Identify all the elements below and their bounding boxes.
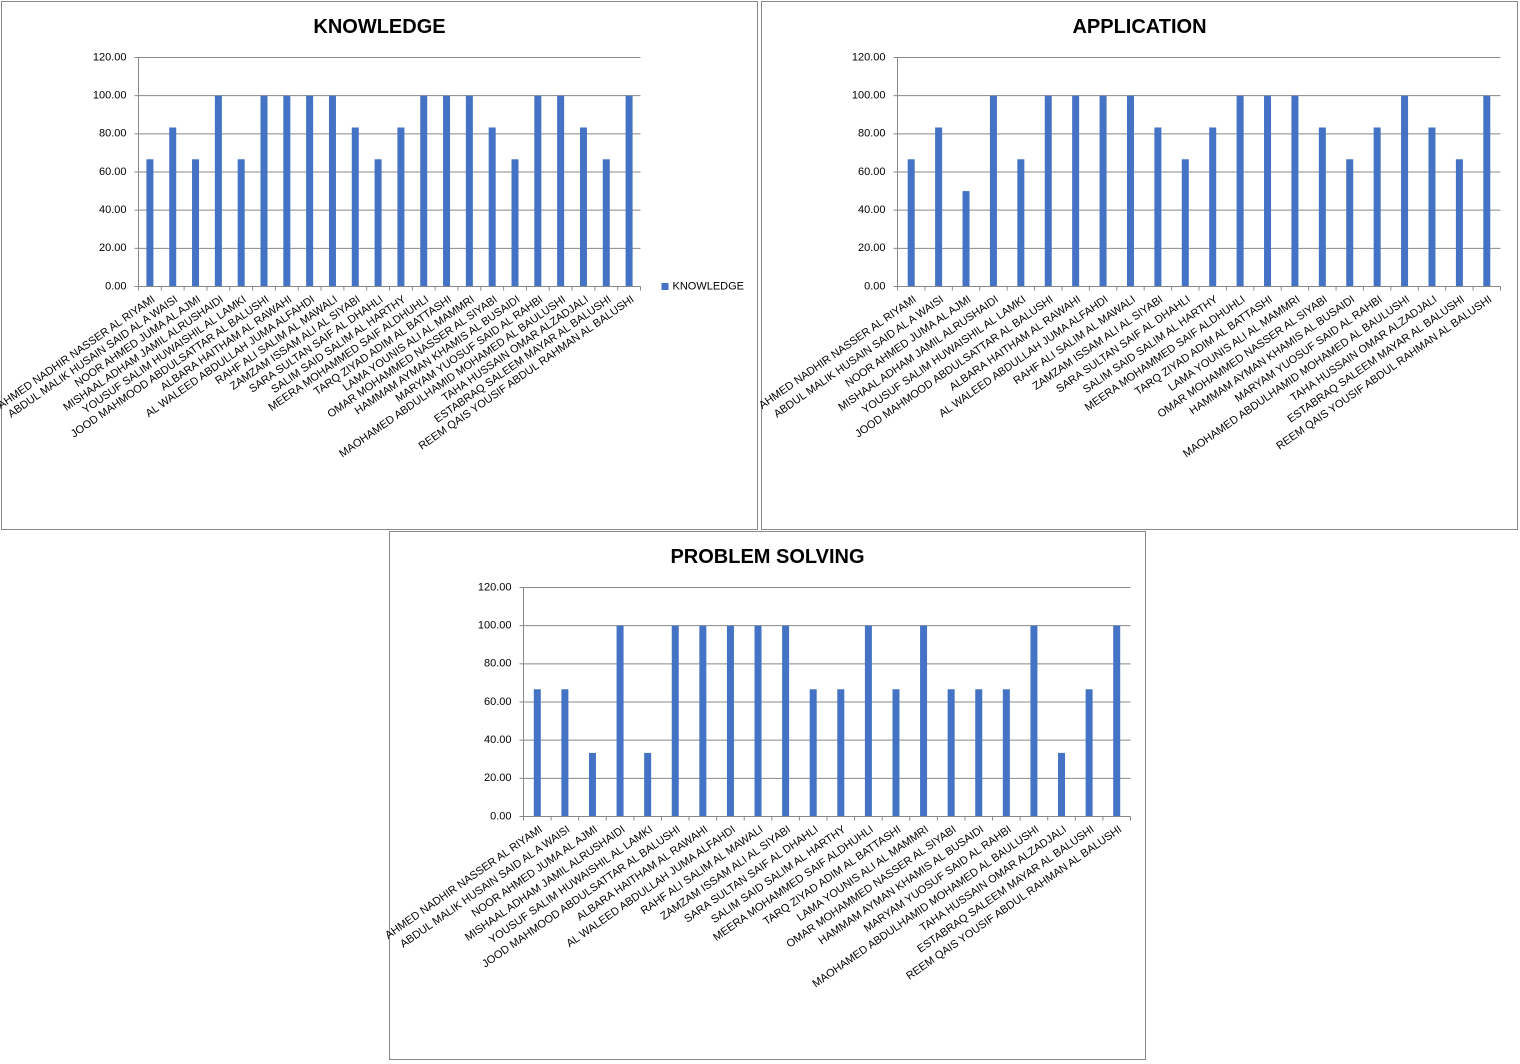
chart-title: APPLICATION xyxy=(1072,16,1206,38)
bar xyxy=(214,95,222,287)
bar xyxy=(511,159,519,287)
bar xyxy=(1318,127,1326,287)
bar xyxy=(1030,625,1038,817)
bar xyxy=(1002,689,1010,817)
bar xyxy=(1236,95,1244,287)
bar xyxy=(989,95,997,287)
legend-swatch xyxy=(661,283,669,290)
bar xyxy=(1154,127,1162,287)
bar xyxy=(588,752,596,817)
bar xyxy=(488,127,496,287)
bar xyxy=(169,127,177,287)
chart-frame xyxy=(389,531,1146,1060)
bar xyxy=(782,625,790,817)
y-tick-label: 20.00 xyxy=(484,772,512,784)
bar xyxy=(1126,95,1134,287)
bar xyxy=(533,689,541,817)
bar xyxy=(671,625,679,817)
y-tick-label: 100.00 xyxy=(93,90,127,102)
bar xyxy=(1401,95,1409,287)
y-tick-label: 120.00 xyxy=(93,51,127,63)
bar xyxy=(306,95,314,287)
bar xyxy=(1072,95,1080,287)
bar xyxy=(465,95,473,287)
bar xyxy=(726,625,734,817)
chart-frame xyxy=(761,1,1518,530)
bar xyxy=(397,127,405,287)
bar xyxy=(328,95,336,287)
y-tick-label: 100.00 xyxy=(478,620,512,632)
bar xyxy=(443,95,451,287)
bar xyxy=(644,752,652,817)
y-tick-label: 40.00 xyxy=(858,204,886,216)
y-tick-label: 0.00 xyxy=(490,810,511,822)
bar xyxy=(192,159,200,287)
bar xyxy=(1455,159,1463,287)
bar xyxy=(351,127,359,287)
y-tick-label: 60.00 xyxy=(484,696,512,708)
bar xyxy=(1181,159,1189,287)
bar xyxy=(602,159,610,287)
bar xyxy=(146,159,154,287)
bar xyxy=(534,95,542,287)
y-tick-label: 80.00 xyxy=(484,658,512,670)
bar xyxy=(699,625,707,817)
bar xyxy=(579,127,587,287)
y-tick-label: 60.00 xyxy=(858,166,886,178)
y-tick-label: 120.00 xyxy=(478,581,512,593)
bar xyxy=(1346,159,1354,287)
y-tick-label: 40.00 xyxy=(99,204,127,216)
y-tick-label: 20.00 xyxy=(99,242,127,254)
y-tick-label: 100.00 xyxy=(852,90,886,102)
bar xyxy=(935,127,943,287)
bar xyxy=(1428,127,1436,287)
bar xyxy=(561,689,569,817)
bar xyxy=(1058,752,1066,817)
bar xyxy=(892,689,900,817)
bar xyxy=(962,191,970,287)
bar xyxy=(1483,95,1491,287)
bar xyxy=(1291,95,1299,287)
bar xyxy=(1017,159,1025,287)
bar xyxy=(283,95,291,287)
y-tick-label: 60.00 xyxy=(99,166,127,178)
bar xyxy=(374,159,382,287)
chart-title: PROBLEM SOLVING xyxy=(670,546,864,568)
bar xyxy=(837,689,845,817)
y-tick-label: 0.00 xyxy=(864,280,885,292)
bar xyxy=(754,625,762,817)
bar xyxy=(557,95,565,287)
bar xyxy=(864,625,872,817)
bar xyxy=(260,95,268,287)
y-tick-label: 0.00 xyxy=(105,280,126,292)
bar xyxy=(975,689,983,817)
y-tick-label: 80.00 xyxy=(99,128,127,140)
chart: PROBLEM SOLVING 0.00 20.00 40.00 60.00 80.00 1… xyxy=(383,531,1146,1060)
bar xyxy=(1209,127,1217,287)
bar xyxy=(616,625,624,817)
chart: APPLICATION 0.00 20.00 40.00 60.00 80.00 100.0… xyxy=(757,1,1518,530)
bar xyxy=(1113,625,1121,817)
bar xyxy=(1044,95,1052,287)
bar xyxy=(809,689,817,817)
bar xyxy=(1085,689,1093,817)
bar xyxy=(625,95,633,287)
bar xyxy=(1099,95,1107,287)
chart-title: KNOWLEDGE xyxy=(313,16,445,38)
chart: KNOWLEDGE 0.00 20.00 40.00 60.00 80.00 100.00 1… xyxy=(0,1,758,530)
bar xyxy=(1264,95,1272,287)
y-tick-label: 80.00 xyxy=(858,128,886,140)
bar xyxy=(920,625,928,817)
y-tick-label: 20.00 xyxy=(858,242,886,254)
bar xyxy=(237,159,245,287)
y-tick-label: 40.00 xyxy=(484,734,512,746)
bar xyxy=(907,159,915,287)
legend-label: KNOWLEDGE xyxy=(673,280,745,292)
bar xyxy=(420,95,428,287)
bar xyxy=(947,689,955,817)
bar xyxy=(1373,127,1381,287)
y-tick-label: 120.00 xyxy=(852,51,886,63)
